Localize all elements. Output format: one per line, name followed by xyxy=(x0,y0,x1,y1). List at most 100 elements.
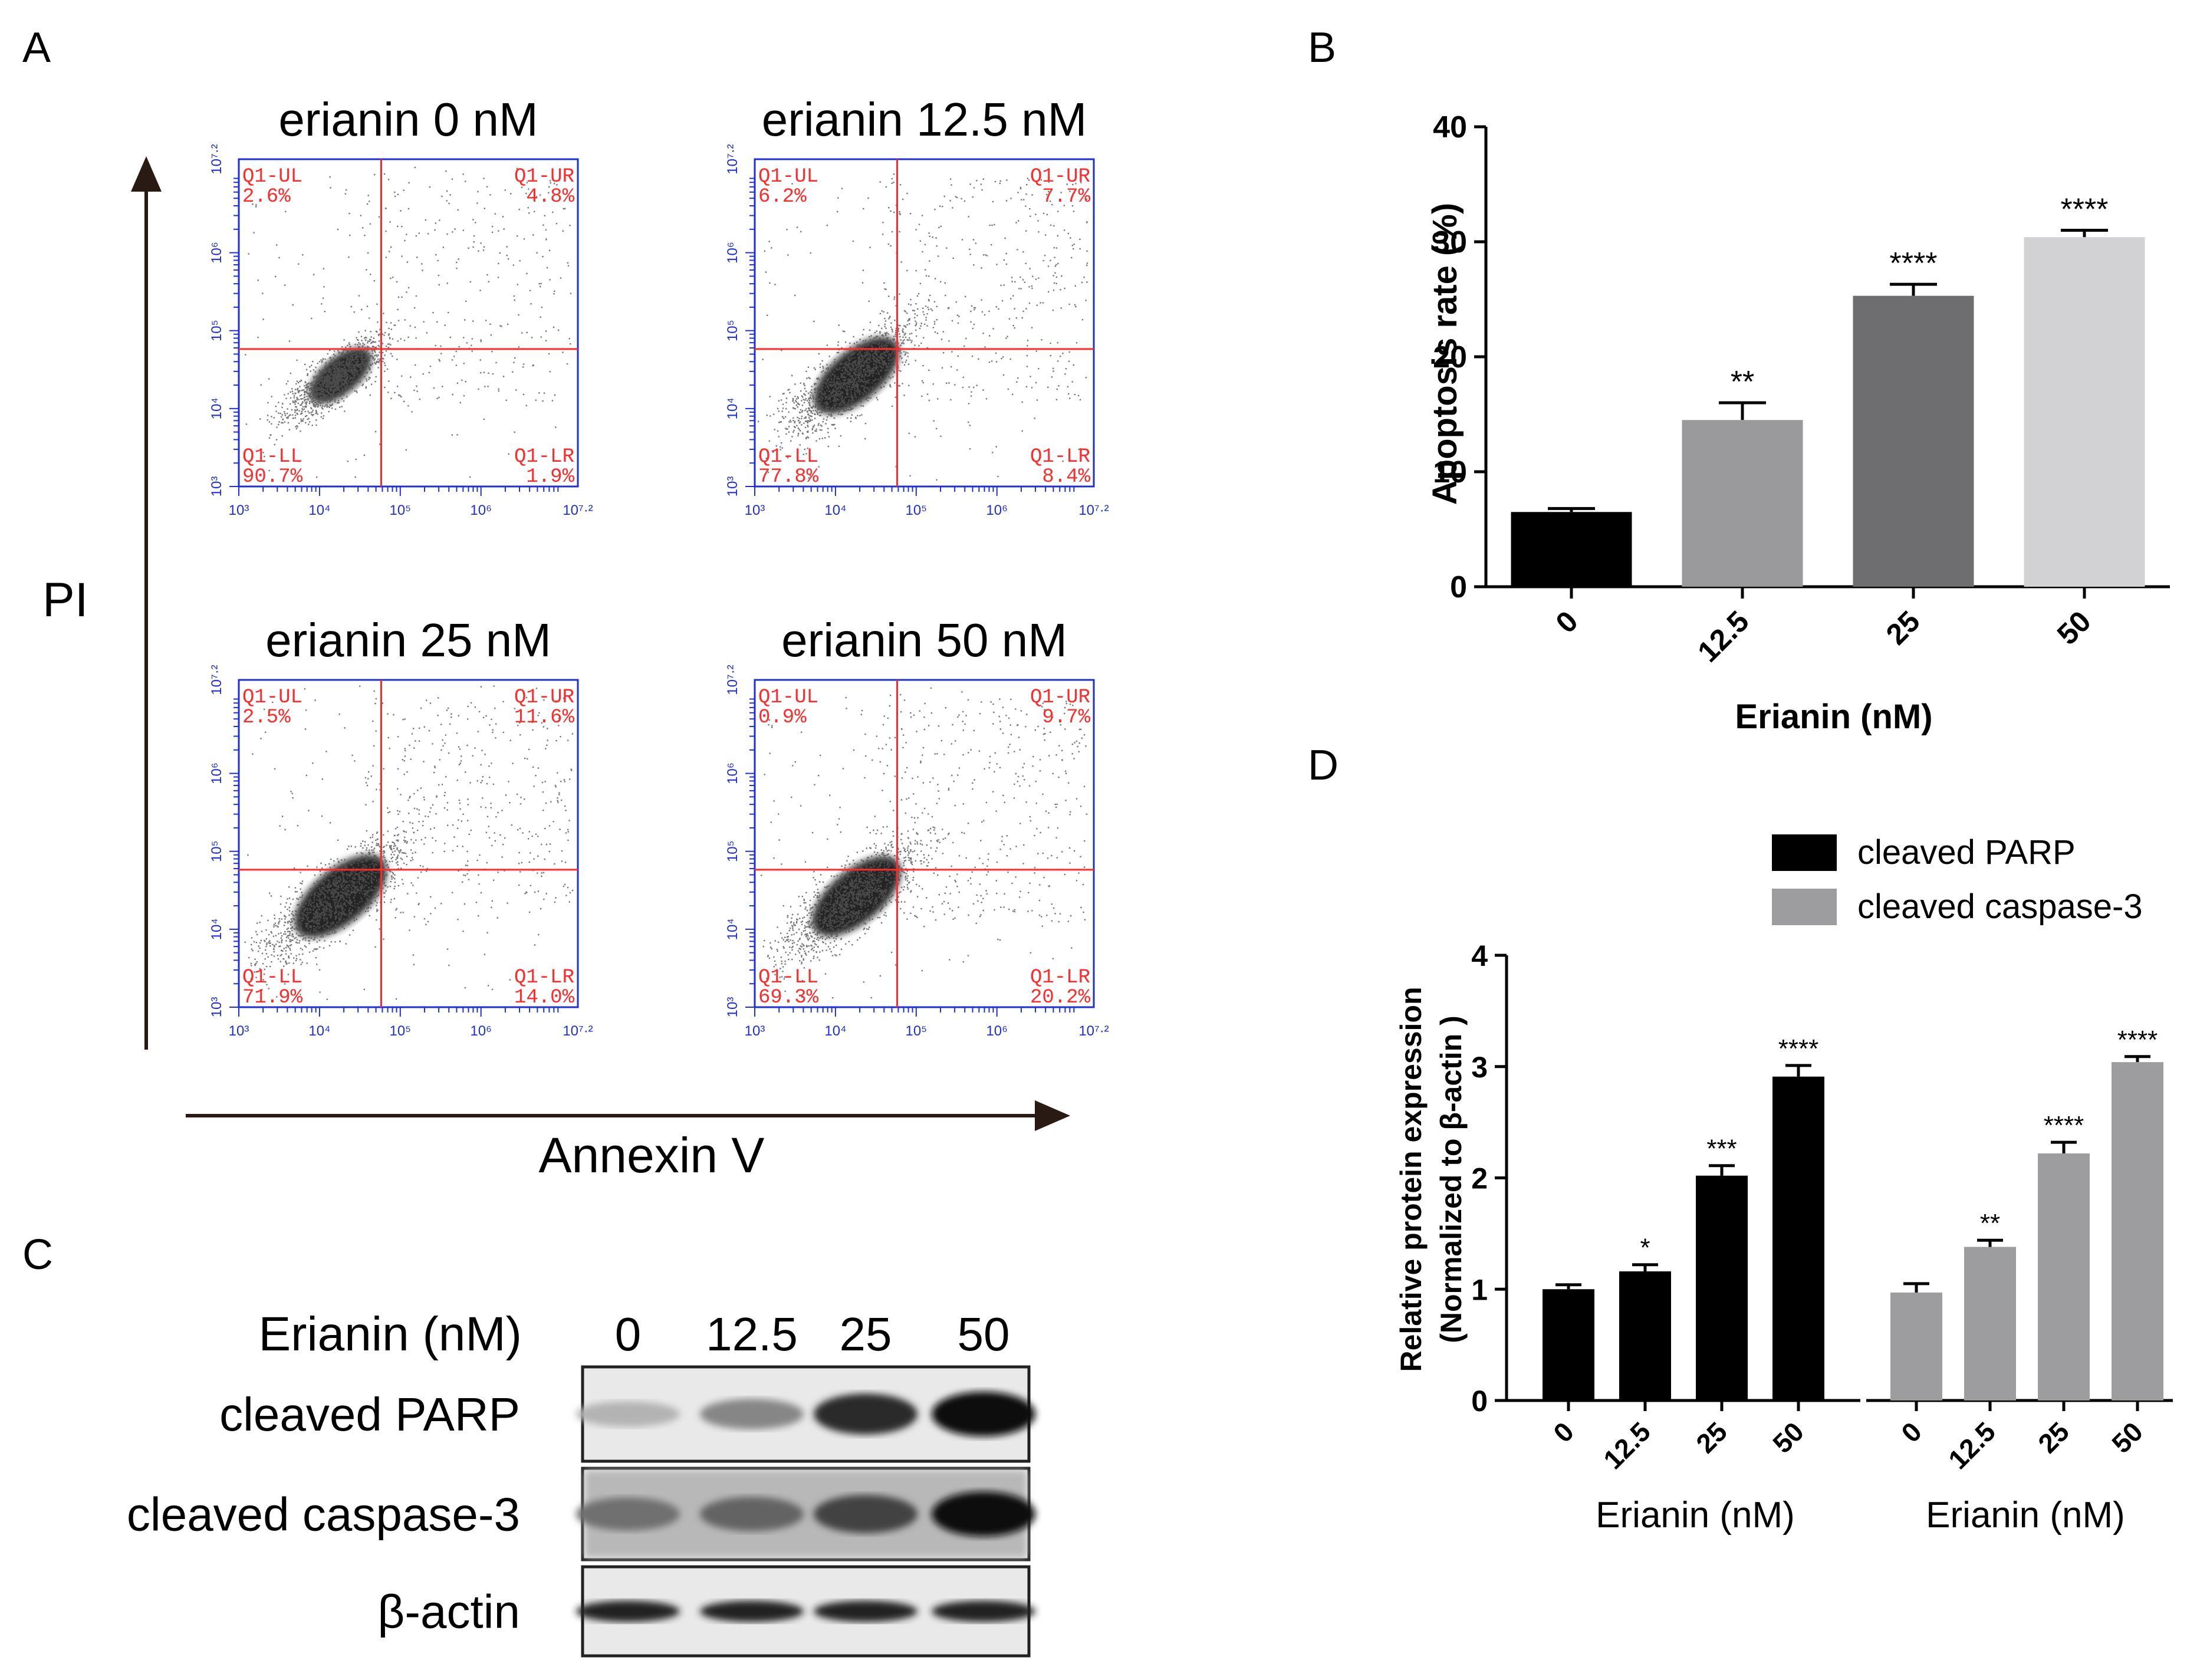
quadrant-percent-ur: 4.8% xyxy=(526,186,574,208)
blot-band xyxy=(814,1495,917,1533)
legend-label: cleaved caspase-3 xyxy=(1857,887,2143,926)
quadrant-name-ur: Q1-UR xyxy=(1030,166,1090,188)
significance-mark: **** xyxy=(2117,1025,2158,1054)
lane-label: 25 xyxy=(840,1308,892,1360)
y-tick-label: 4 xyxy=(1471,939,1488,972)
significance-mark: ** xyxy=(1980,1209,2000,1238)
panel-b: B 0 10 20 30 40 Apoptosis rate (%) 0 ** 12.5 ****… xyxy=(1308,24,2170,736)
y-decade-label: 10⁴ xyxy=(725,397,741,419)
panel-a: A PI Annexin V erianin 0 nM10³10³10⁴10⁴1… xyxy=(22,24,1109,1183)
quadrant-name-ur: Q1-UR xyxy=(514,686,574,709)
quadrant-percent-ll: 69.3% xyxy=(758,987,819,1009)
y-tick-label: 2 xyxy=(1471,1162,1488,1195)
x-tick-label: 0 xyxy=(1547,1416,1580,1448)
y-axis-title: Apoptosis rate (%) xyxy=(1426,203,1464,505)
x-decade-label: 10⁴ xyxy=(308,502,330,518)
y-decade-label: 10⁵ xyxy=(209,320,225,341)
x-axis-title: Erianin (nM) xyxy=(1735,698,1932,736)
y-decade-label: 10³ xyxy=(209,476,225,497)
blot-band xyxy=(814,1600,917,1622)
y-decade-label: 10⁷·² xyxy=(209,144,225,174)
panel-letter-b: B xyxy=(1308,24,1336,71)
plot-frame xyxy=(754,679,1095,1008)
x-decade-label: 10⁶ xyxy=(986,502,1008,518)
quadrant-name-lr: Q1-LR xyxy=(1030,966,1090,989)
quadrant-percent-lr: 1.9% xyxy=(526,466,574,488)
x-decade-label: 10⁵ xyxy=(389,502,411,518)
bar-1-25 xyxy=(2038,1153,2090,1400)
lane-label: 12.5 xyxy=(706,1308,798,1360)
apoptosis-bar-chart: 0 10 20 30 40 Apoptosis rate (%) 0 ** 12.5 **** 25… xyxy=(1426,110,2170,736)
quadrant-name-ll: Q1-LL xyxy=(758,966,818,989)
significance-mark: *** xyxy=(1706,1135,1737,1163)
x-tick-label: 12.5 xyxy=(1691,604,1755,668)
y-tick-label: 1 xyxy=(1471,1273,1488,1306)
blot-band xyxy=(932,1392,1035,1436)
y-decade-label: 10⁶ xyxy=(209,242,225,264)
pi-arrowhead-icon xyxy=(131,156,162,192)
event-dots xyxy=(761,687,1088,999)
legend-label: cleaved PARP xyxy=(1857,833,2076,872)
quadrant-name-ll: Q1-LL xyxy=(242,966,302,989)
blot-row-label: cleaved caspase-3 xyxy=(127,1488,520,1541)
blot-band xyxy=(576,1401,680,1427)
quadrant-percent-ll: 90.7% xyxy=(242,466,303,488)
western-header-label: Erianin (nM) xyxy=(258,1307,522,1361)
x-decade-label: 10⁵ xyxy=(389,1023,411,1039)
blot-band xyxy=(700,1399,804,1429)
quadrant-name-ul: Q1-UL xyxy=(758,686,818,709)
x-axis-title: Erianin (nM) xyxy=(1926,1495,2125,1536)
quadrant-name-lr: Q1-LR xyxy=(1030,446,1090,468)
x-decade-label: 10³ xyxy=(229,502,249,518)
quadrant-name-ll: Q1-LL xyxy=(242,446,302,468)
annexin-axis-label: Annexin V xyxy=(539,1127,765,1183)
bar-1-50 xyxy=(2112,1062,2163,1400)
significance-mark: * xyxy=(1640,1234,1650,1263)
blot-row-1: cleaved caspase-3 xyxy=(127,1467,1035,1561)
x-tick-label: 0 xyxy=(1550,604,1584,639)
x-decade-label: 10⁶ xyxy=(470,502,492,518)
plot-frame xyxy=(238,158,579,488)
annexin-arrowhead-icon xyxy=(1035,1100,1070,1131)
y-tick-label: 0 xyxy=(1471,1385,1488,1418)
quadrant-percent-ur: 11.6% xyxy=(514,706,575,729)
panel-c: C Erianin (nM) 0 12.5 25 50 cleaved PARP clea… xyxy=(22,1231,1035,1658)
quadrant-percent-lr: 20.2% xyxy=(1030,987,1091,1009)
x-axis-title: Erianin (nM) xyxy=(1596,1495,1795,1536)
x-tick-label: 50 xyxy=(2106,1416,2149,1459)
x-tick-label: 50 xyxy=(2051,604,2097,651)
panel-letter-c: C xyxy=(22,1231,53,1278)
bar-50 xyxy=(2024,237,2145,587)
y-decade-label: 10³ xyxy=(725,476,741,497)
quadrant-name-ur: Q1-UR xyxy=(514,166,574,188)
bar-0-25 xyxy=(1696,1175,1748,1400)
blot-row-0: cleaved PARP xyxy=(219,1365,1035,1463)
x-decade-label: 10⁴ xyxy=(824,1023,846,1039)
quadrant-percent-ul: 6.2% xyxy=(758,186,807,208)
quadrant-name-ll: Q1-LL xyxy=(758,446,818,468)
x-decade-label: 10³ xyxy=(745,1023,765,1039)
x-tick-label: 25 xyxy=(1880,604,1926,651)
quadrant-percent-ul: 2.6% xyxy=(242,186,291,208)
blot-row-label: cleaved PARP xyxy=(219,1388,520,1441)
x-decade-label: 10⁴ xyxy=(824,502,846,518)
blot-band xyxy=(700,1497,804,1531)
y-tick-label: 40 xyxy=(1433,110,1467,144)
quadrant-percent-lr: 14.0% xyxy=(514,987,575,1009)
y-decade-label: 10⁷·² xyxy=(725,665,741,695)
y-tick-label: 3 xyxy=(1471,1051,1488,1084)
legend-swatch xyxy=(1772,834,1837,871)
y-decade-label: 10⁷·² xyxy=(725,144,741,174)
bar-25 xyxy=(1853,295,1974,587)
bar-0-0 xyxy=(1543,1289,1594,1400)
x-decade-label: 10⁷·² xyxy=(563,502,593,518)
quadrant-name-lr: Q1-LR xyxy=(514,446,574,468)
lane-label: 0 xyxy=(615,1308,642,1360)
x-tick-label: 50 xyxy=(1767,1416,1810,1459)
flow-plot-title: erianin 25 nM xyxy=(265,614,551,666)
bar-1-0 xyxy=(1890,1292,1942,1400)
flow-plot-title: erianin 12.5 nM xyxy=(762,93,1087,146)
